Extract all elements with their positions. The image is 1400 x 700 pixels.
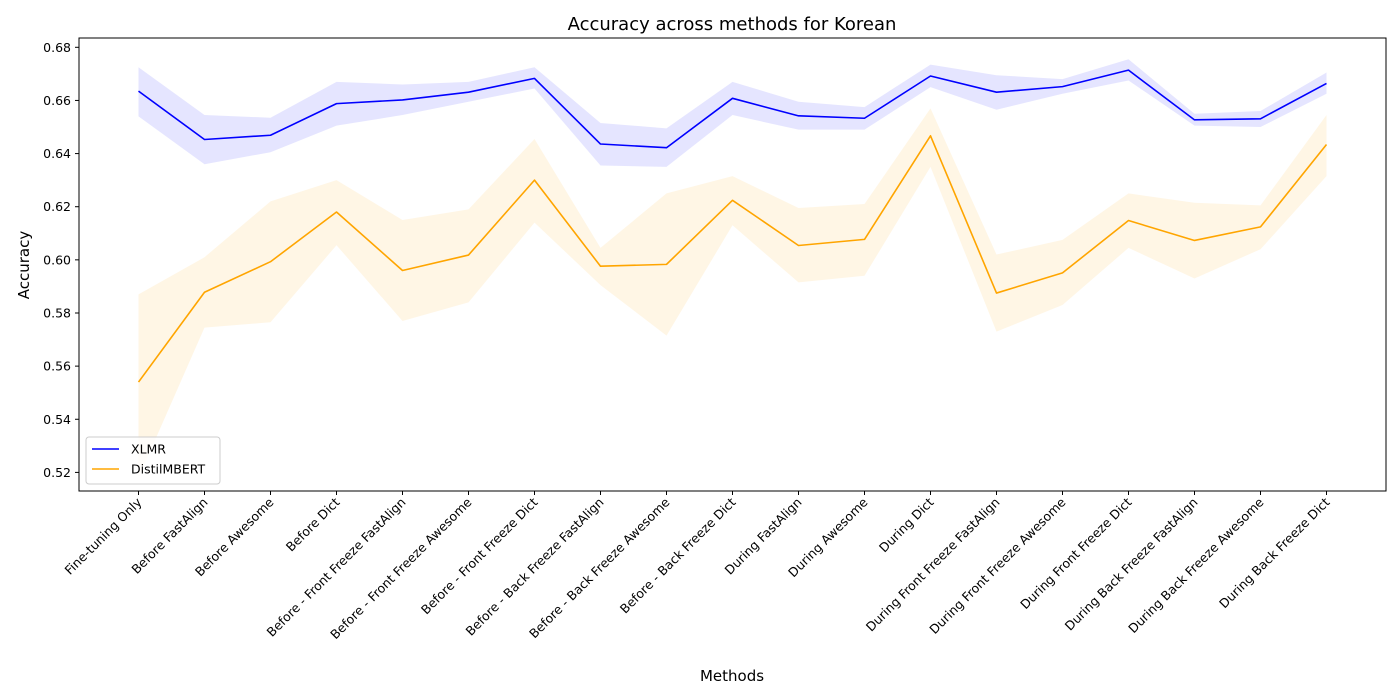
distilmbert-point: [1061, 272, 1063, 274]
y-tick-label: 0.62: [43, 199, 71, 214]
y-tick-label: 0.54: [43, 412, 71, 427]
distilmbert-point: [467, 254, 469, 256]
xlmr-point: [335, 102, 337, 104]
distilmbert-point: [401, 269, 403, 271]
distilmbert-point: [1325, 143, 1327, 145]
x-tick-label: During Front Freeze FastAlign: [863, 495, 1003, 635]
x-tick-label: Before - Back Freeze Awesome: [526, 494, 673, 641]
distilmbert-point: [797, 244, 799, 246]
x-tick-label: During Dict: [876, 494, 937, 555]
distilmbert-point: [863, 238, 865, 240]
x-tick-label: Before - Back Freeze FastAlign: [462, 495, 606, 639]
y-axis-title: Accuracy: [15, 231, 33, 300]
distilmbert-point: [1259, 226, 1261, 228]
distilmbert-point: [335, 211, 337, 213]
xlmr-point: [665, 147, 667, 149]
xlmr-point: [929, 75, 931, 77]
distilmbert-point: [137, 381, 139, 383]
distilmbert-point: [665, 263, 667, 265]
xlmr-point: [599, 143, 601, 145]
xlmr-point: [137, 90, 139, 92]
series-lines: [137, 69, 1328, 383]
xlmr-point: [863, 117, 865, 119]
distilmbert-point: [269, 261, 271, 263]
xlmr-point: [1325, 82, 1327, 84]
xlmr-point: [467, 91, 469, 93]
xlmr-point: [1061, 85, 1063, 87]
confidence-bands: [138, 59, 1327, 478]
legend-label-distilmbert: DistilMBERT: [131, 462, 205, 477]
distilmbert-line: [137, 134, 1328, 383]
y-tick-label: 0.68: [43, 40, 71, 55]
xlmr-point: [731, 97, 733, 99]
distilmbert-point: [1193, 239, 1195, 241]
y-tick-label: 0.66: [43, 93, 71, 108]
xlmr-point: [1127, 69, 1129, 71]
xlmr-point: [401, 99, 403, 101]
y-tick-label: 0.52: [43, 465, 71, 480]
y-tick-label: 0.60: [43, 252, 71, 267]
x-tick-label: During Back Freeze Dict: [1216, 494, 1333, 611]
y-tick-label: 0.56: [43, 359, 71, 374]
distilmbert-point: [599, 265, 601, 267]
legend-label-xlmr: XLMR: [131, 442, 166, 457]
legend: XLMR DistilMBERT: [85, 436, 221, 485]
xlmr-point: [269, 134, 271, 136]
x-tick-label: During Front Freeze Awesome: [926, 494, 1069, 637]
distilmbert-point: [929, 135, 931, 137]
distilmbert-band: [138, 108, 1327, 478]
x-tick-label: During Front Freeze Dict: [1017, 494, 1135, 612]
x-tick-label: Before - Front Freeze FastAlign: [264, 495, 409, 640]
distilmbert-point: [995, 292, 997, 294]
x-tick-label: During Back Freeze Awesome: [1125, 494, 1267, 636]
xlmr-band: [138, 59, 1327, 167]
distilmbert-point: [203, 291, 205, 293]
xlmr-point: [533, 77, 535, 79]
x-axis-title: Methods: [700, 667, 764, 685]
xlmr-point: [1193, 119, 1195, 121]
xlmr-point: [203, 138, 205, 140]
x-tick-label: Before - Back Freeze Dict: [617, 494, 739, 616]
y-tick-label: 0.58: [43, 305, 71, 320]
x-tick-label: During Back Freeze FastAlign: [1062, 495, 1201, 634]
distilmbert-point: [731, 199, 733, 201]
y-axis: 0.52 0.54 0.56 0.58 0.60 0.62 0.64 0.66 0.68: [43, 40, 79, 480]
distilmbert-point: [533, 179, 535, 181]
xlmr-point: [995, 91, 997, 93]
xlmr-point: [797, 115, 799, 117]
x-tick-label: Before Dict: [283, 494, 343, 554]
x-tick-label: Before - Front Freeze Dict: [418, 494, 541, 617]
xlmr-point: [1259, 118, 1261, 120]
distilmbert-point: [1127, 219, 1129, 221]
y-tick-label: 0.64: [43, 146, 71, 161]
x-tick-label: Before - Front Freeze Awesome: [327, 494, 475, 642]
xlmr-line: [138, 69, 1327, 149]
legend-box: [85, 436, 221, 485]
chart-title: Accuracy across methods for Korean: [568, 14, 897, 35]
